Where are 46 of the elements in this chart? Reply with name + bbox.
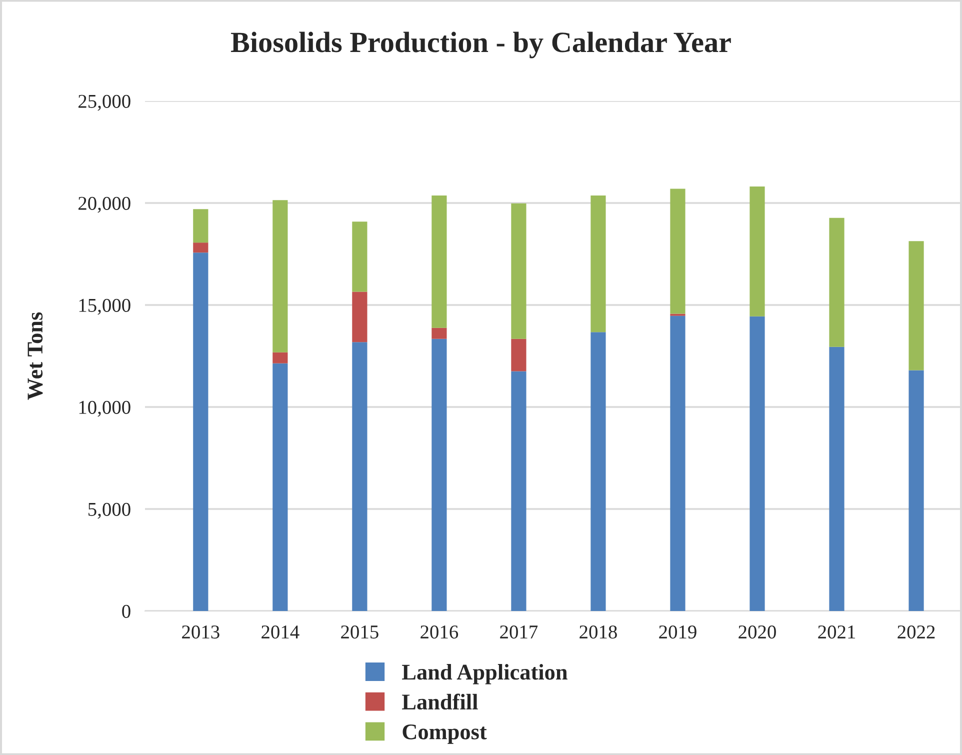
x-tick-label: 2016 — [420, 625, 458, 639]
bar — [670, 316, 686, 611]
x-tick-label: 2022 — [898, 625, 935, 639]
x-tick-label: 2013 — [182, 625, 220, 639]
y-tick-label: 5,000 — [88, 502, 130, 519]
bar — [908, 241, 924, 370]
y-tick-label: 15,000 — [79, 298, 130, 315]
bar — [670, 188, 686, 314]
x-tick-label: 2017 — [500, 625, 538, 639]
bar — [829, 346, 844, 611]
bar — [511, 338, 526, 372]
x-tick-label: 2019 — [659, 625, 696, 639]
bar — [352, 292, 368, 342]
bar — [908, 370, 924, 611]
chart-title: Biosolids Production - by Calendar Year — [230, 32, 731, 58]
bar — [829, 218, 844, 347]
bar — [352, 222, 368, 292]
bar — [511, 371, 526, 611]
bar — [432, 338, 447, 611]
bar — [432, 195, 447, 328]
y-tick-label: 10,000 — [79, 400, 130, 417]
bar — [272, 363, 288, 611]
bar — [352, 342, 368, 611]
y-tick-label: 20,000 — [78, 196, 130, 213]
legend-label: Land Application — [402, 664, 568, 684]
bar — [750, 316, 765, 611]
bar — [193, 209, 208, 243]
bar — [193, 242, 208, 253]
x-tick-label: 2014 — [262, 625, 300, 639]
legend-label: Compost — [402, 724, 487, 744]
x-tick-label: 2015 — [341, 625, 378, 639]
x-tick-label: 2020 — [738, 625, 776, 639]
bar — [193, 252, 208, 611]
x-tick-label: 2021 — [818, 625, 856, 639]
bar — [272, 200, 288, 352]
x-tick-label: 2018 — [580, 625, 617, 639]
y-tick-label: 0 — [122, 604, 130, 618]
bar — [590, 332, 606, 611]
bar — [272, 352, 288, 364]
y-tick-label: 25,000 — [78, 94, 130, 111]
bar — [511, 203, 526, 339]
bar — [590, 195, 606, 332]
y-axis-title: Wet Tons — [28, 312, 43, 400]
bar — [432, 328, 447, 339]
bar — [750, 186, 765, 316]
legend-label: Landfill — [402, 694, 478, 710]
